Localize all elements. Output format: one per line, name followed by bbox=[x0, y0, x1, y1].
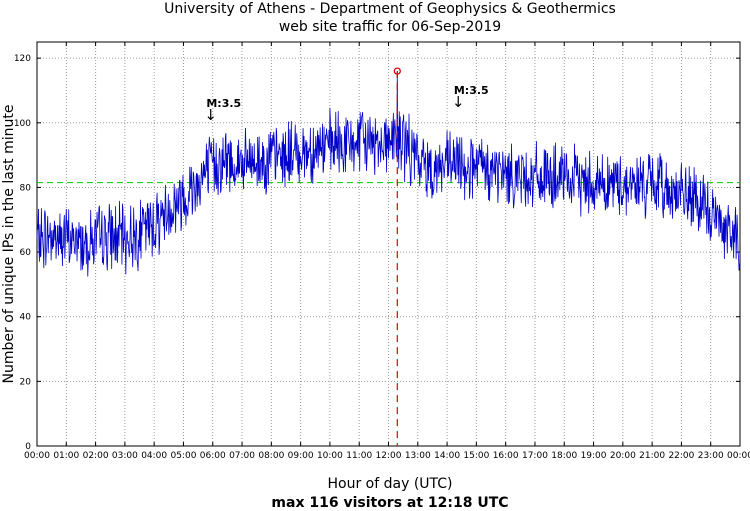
x-tick-label: 14:00 bbox=[434, 451, 460, 461]
y-tick-labels: 0 20 40 60 80 100 120 bbox=[14, 54, 31, 452]
x-tick-label: 10:00 bbox=[317, 451, 343, 461]
y-tick-label: 60 bbox=[20, 248, 32, 258]
y-tick-label: 40 bbox=[20, 313, 32, 323]
y-tick-label: 20 bbox=[20, 377, 32, 387]
x-tick-label: 18:00 bbox=[551, 451, 577, 461]
annotation-1-arrow: ↓ bbox=[204, 106, 217, 124]
x-tick-label: 09:00 bbox=[288, 451, 314, 461]
x-tick-label: 04:00 bbox=[141, 451, 167, 461]
x-tick-label: 15:00 bbox=[463, 451, 489, 461]
y-tick-label: 100 bbox=[14, 119, 31, 129]
x-tick-label: 07:00 bbox=[229, 451, 255, 461]
chart-subtitle: web site traffic for 06-Sep-2019 bbox=[279, 19, 501, 35]
x-tick-label: 19:00 bbox=[581, 451, 607, 461]
x-tick-label: 05:00 bbox=[170, 451, 196, 461]
annotation-1: M:3.5 ↓ bbox=[204, 97, 241, 124]
x-tick-label: 21:00 bbox=[639, 451, 665, 461]
x-tick-label: 06:00 bbox=[200, 451, 226, 461]
x-tick-label: 13:00 bbox=[405, 451, 431, 461]
traffic-series-line bbox=[36, 71, 741, 277]
x-tick-labels: 00:00 01:00 02:00 03:00 04:00 05:00 06:00 07:00… bbox=[24, 451, 750, 461]
x-tick-label: 11:00 bbox=[346, 451, 372, 461]
y-tick-label: 120 bbox=[14, 54, 31, 64]
axis-ticks bbox=[36, 42, 741, 447]
x-tick-label: 16:00 bbox=[493, 451, 519, 461]
footer-summary: max 116 visitors at 12:18 UTC bbox=[271, 495, 508, 511]
y-axis-label: Number of unique IPs in the last minute bbox=[1, 105, 17, 384]
x-tick-label: 08:00 bbox=[258, 451, 284, 461]
annotation-2-label: M:3.5 bbox=[454, 84, 489, 97]
x-tick-label: 17:00 bbox=[522, 451, 548, 461]
x-tick-label: 00:00 bbox=[24, 451, 50, 461]
x-axis-label: Hour of day (UTC) bbox=[328, 476, 453, 492]
x-tick-label: 23:00 bbox=[698, 451, 724, 461]
y-tick-label: 0 bbox=[25, 442, 31, 452]
grid bbox=[37, 42, 740, 446]
x-tick-label: 00:00 bbox=[727, 451, 750, 461]
x-tick-label: 20:00 bbox=[610, 451, 636, 461]
x-tick-label: 12:00 bbox=[376, 451, 402, 461]
x-tick-label: 02:00 bbox=[83, 451, 109, 461]
annotation-1-label: M:3.5 bbox=[206, 97, 241, 110]
x-tick-label: 22:00 bbox=[668, 451, 694, 461]
y-tick-label: 80 bbox=[20, 183, 32, 193]
x-tick-label: 03:00 bbox=[112, 451, 138, 461]
x-tick-label: 01:00 bbox=[53, 451, 79, 461]
annotation-2: M:3.5 ↓ bbox=[452, 84, 489, 111]
chart-title: University of Athens - Department of Geo… bbox=[164, 1, 616, 17]
annotation-2-arrow: ↓ bbox=[452, 93, 465, 111]
peak-marker bbox=[393, 67, 401, 75]
